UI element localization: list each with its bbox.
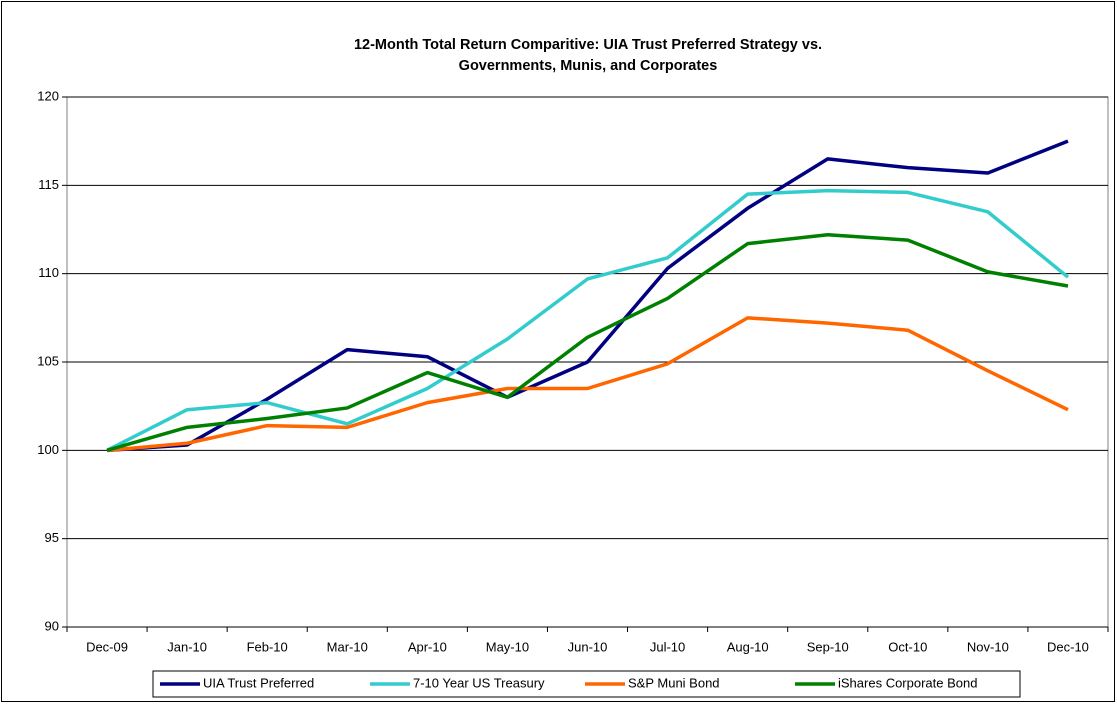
series-line (106, 139, 1069, 453)
series-line (106, 316, 1069, 453)
x-tick-label: May-10 (486, 639, 529, 654)
chart-title: 12-Month Total Return Comparitive: UIA T… (354, 37, 822, 53)
y-tick-label: 120 (37, 88, 59, 103)
y-tick-label: 105 (37, 353, 59, 368)
y-tick-label: 100 (37, 442, 59, 457)
y-tick-label: 110 (38, 265, 59, 280)
y-tick-label: 95 (45, 530, 59, 545)
legend-label: S&P Muni Bond (628, 675, 720, 690)
x-tick-label: Mar-10 (327, 639, 368, 654)
y-tick-label: 115 (38, 177, 59, 192)
x-tick-label: Apr-10 (408, 639, 447, 654)
legend-label: 7-10 Year US Treasury (413, 675, 545, 690)
x-tick-label: Nov-10 (967, 639, 1009, 654)
x-tick-label: Aug-10 (727, 639, 769, 654)
x-tick-label: Dec-09 (86, 639, 128, 654)
x-tick-label: Dec-10 (1047, 639, 1089, 654)
legend-label: UIA Trust Preferred (203, 675, 314, 690)
chart-title: Governments, Munis, and Corporates (459, 58, 718, 74)
x-tick-label: Sep-10 (807, 639, 849, 654)
x-tick-label: Jan-10 (167, 639, 207, 654)
x-tick-label: Oct-10 (888, 639, 927, 654)
y-tick-label: 90 (45, 618, 59, 633)
x-tick-label: Feb-10 (247, 639, 288, 654)
legend-label: iShares Corporate Bond (838, 675, 977, 690)
x-tick-label: Jun-10 (568, 639, 608, 654)
series-line (106, 233, 1069, 453)
series-line (106, 188, 1070, 452)
x-tick-label: Jul-10 (650, 639, 685, 654)
